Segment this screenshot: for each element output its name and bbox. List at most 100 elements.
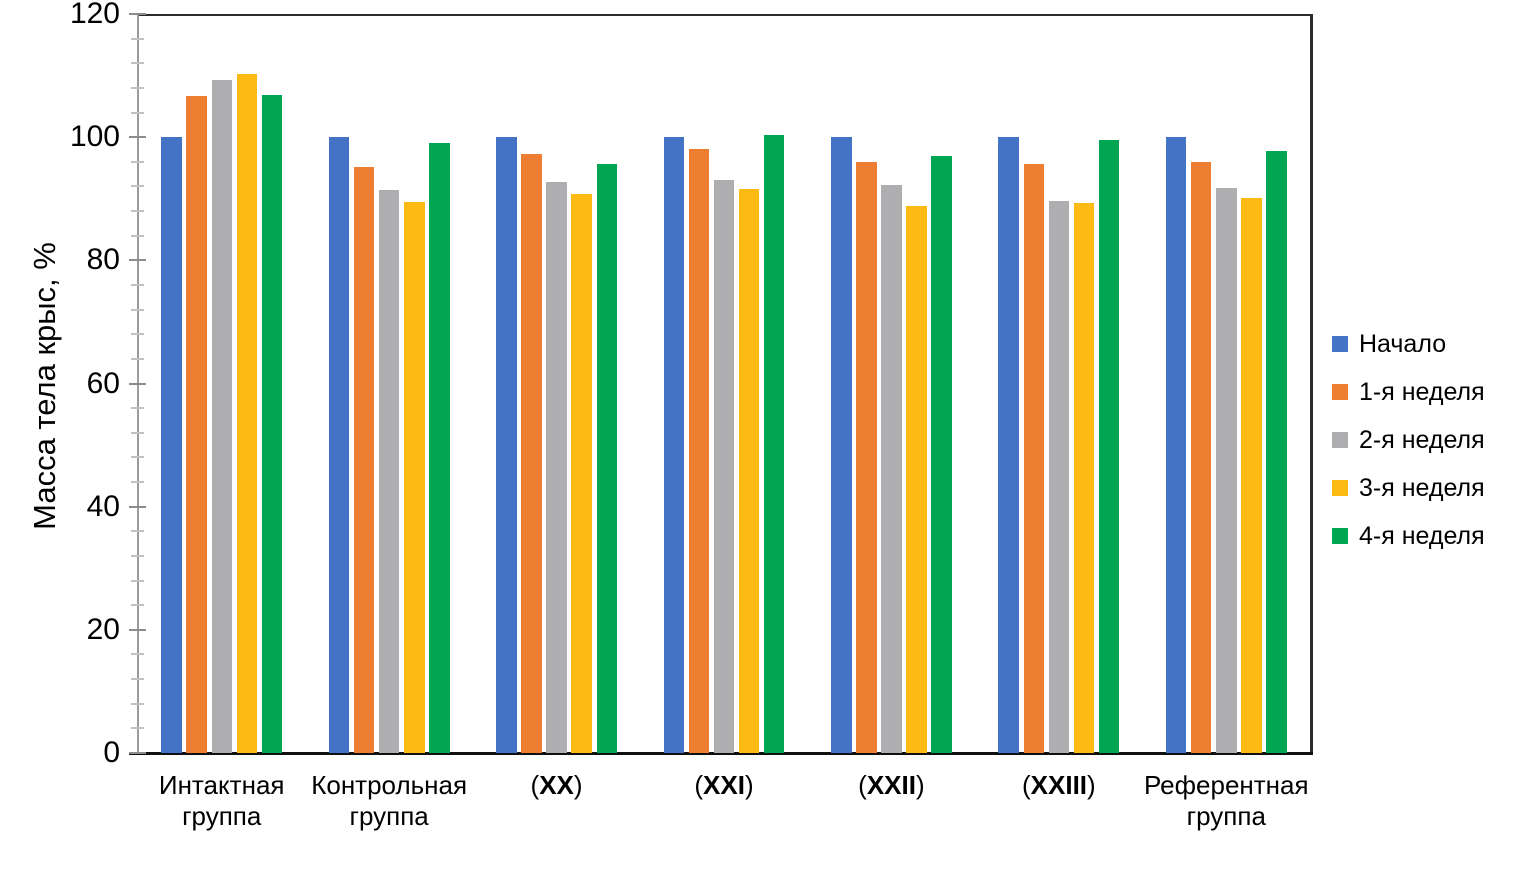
- y-minor-tick: [131, 530, 144, 533]
- category-label-part: ): [915, 770, 925, 800]
- y-minor-tick: [131, 579, 144, 582]
- bar-4-group-1: [236, 73, 258, 753]
- legend-label: Начало: [1359, 329, 1447, 358]
- y-tick-label: 0: [103, 736, 120, 769]
- y-minor-tick: [131, 210, 144, 213]
- y-minor-tick: [131, 37, 144, 40]
- y-major-tick: [129, 136, 146, 139]
- legend-item: 2-я неделя: [1332, 416, 1485, 464]
- y-minor-tick: [131, 653, 144, 656]
- y-minor-tick: [131, 160, 144, 163]
- legend-label: 1-я неделя: [1359, 377, 1485, 406]
- legend-swatch-icon: [1332, 480, 1348, 496]
- category-label-part: ): [744, 770, 754, 800]
- y-minor-tick: [131, 86, 144, 89]
- bar-1-group-3: [496, 137, 517, 753]
- y-minor-tick: [131, 283, 144, 286]
- category-label: Контрольная группа: [259, 770, 519, 832]
- category-label-part: XXII: [866, 770, 916, 800]
- bar-2-group-5: [856, 161, 877, 753]
- bar-4-group-5: [906, 205, 927, 753]
- category-label: (XX): [427, 770, 687, 801]
- y-tick-label: 40: [86, 489, 120, 523]
- y-major-tick: [129, 382, 146, 385]
- category-label: (XXI): [594, 770, 854, 801]
- bar-1-group-2: [328, 137, 350, 753]
- bar-1-group-5: [831, 137, 852, 753]
- bar-2-group-7: [1190, 162, 1212, 753]
- legend-label: 3-я неделя: [1359, 473, 1485, 502]
- category-label-line: группа: [1186, 801, 1266, 831]
- y-minor-tick: [131, 604, 144, 607]
- y-tick-label: 80: [86, 243, 120, 277]
- bar-4-group-3: [571, 193, 592, 753]
- bar-5-group-7: [1266, 150, 1287, 753]
- y-minor-tick: [131, 407, 144, 410]
- category-label-part: XXI: [703, 770, 745, 800]
- bar-3-group-3: [546, 182, 567, 753]
- bar-3-group-2: [378, 189, 400, 753]
- bar-4-group-2: [404, 201, 425, 753]
- category-label-part: XXIII: [1030, 770, 1088, 800]
- legend-label: 4-я неделя: [1359, 521, 1485, 550]
- category-label: (XXIII): [929, 770, 1189, 801]
- legend-label: 2-я неделя: [1359, 425, 1485, 454]
- bar-3-group-1: [211, 79, 232, 753]
- bar-3-group-5: [881, 184, 902, 753]
- y-minor-tick: [131, 554, 144, 557]
- y-minor-tick: [131, 481, 144, 484]
- legend-swatch-icon: [1332, 336, 1348, 352]
- category-label-part: ): [1087, 770, 1096, 800]
- bar-2-group-1: [186, 95, 207, 753]
- category-label-part: ): [573, 770, 583, 800]
- category-label: Интактная группа: [92, 770, 352, 832]
- legend: Начало 1-я неделя 2-я неделя 3-я неделя 4-я …: [1332, 320, 1485, 560]
- bar-4-group-7: [1241, 198, 1262, 753]
- y-major-tick: [129, 505, 146, 508]
- category-label-part: (: [530, 770, 540, 800]
- y-major-tick: [129, 259, 146, 262]
- y-minor-tick: [131, 111, 144, 114]
- y-tick-label: 20: [86, 612, 120, 646]
- plot-frame-top: [137, 14, 1313, 16]
- category-label-line: Интактная: [158, 770, 285, 800]
- y-minor-tick: [131, 62, 144, 65]
- bar-5-group-2: [429, 143, 450, 753]
- category-label-part: (: [694, 770, 704, 800]
- category-label-part: (: [1021, 770, 1031, 800]
- bar-5-group-5: [931, 155, 952, 753]
- y-minor-tick: [131, 456, 144, 459]
- y-tick-label: 120: [69, 0, 120, 30]
- y-minor-tick: [131, 727, 144, 730]
- bar-1-group-4: [663, 137, 684, 753]
- bar-1-group-6: [998, 137, 1019, 753]
- category-label-part: XX: [539, 770, 574, 800]
- legend-swatch-icon: [1332, 528, 1348, 544]
- legend-swatch-icon: [1332, 432, 1348, 448]
- y-minor-tick: [131, 185, 144, 188]
- legend-item: Начало: [1332, 320, 1485, 368]
- y-minor-tick: [131, 308, 144, 311]
- category-label: Референтная группа: [1096, 770, 1356, 832]
- category-label-line: Референтная: [1143, 770, 1309, 800]
- y-minor-tick: [131, 333, 144, 336]
- category-label: (XXII): [761, 770, 1021, 801]
- category-label-line: группа: [349, 801, 429, 831]
- y-minor-tick: [131, 357, 144, 360]
- bar-2-group-6: [1023, 164, 1044, 753]
- y-tick-label: 60: [86, 366, 120, 400]
- bar-3-group-4: [713, 180, 735, 753]
- bar-2-group-2: [353, 166, 375, 753]
- category-label-part: (: [858, 770, 867, 800]
- bar-5-group-4: [763, 134, 785, 753]
- legend-item: 1-я неделя: [1332, 368, 1485, 416]
- y-minor-tick: [131, 678, 144, 681]
- plot-frame-right: [1310, 14, 1313, 755]
- x-axis-line: [129, 752, 1313, 755]
- bar-3-group-7: [1216, 188, 1237, 753]
- bar-5-group-1: [261, 94, 283, 753]
- legend-item: 3-я неделя: [1332, 464, 1485, 512]
- y-tick-label: 100: [69, 120, 120, 154]
- y-minor-tick: [131, 431, 144, 434]
